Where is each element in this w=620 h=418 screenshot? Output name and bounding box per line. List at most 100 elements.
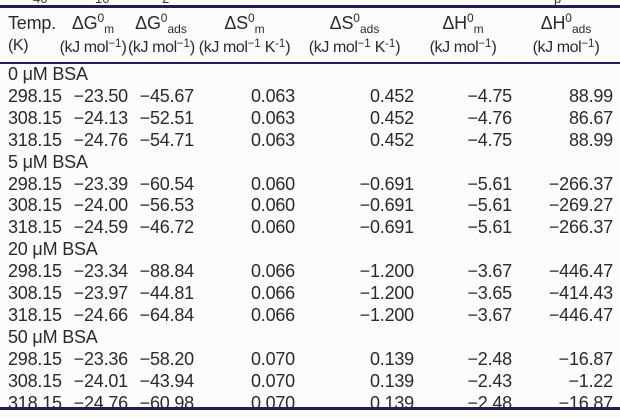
unit-part: (kJ mol bbox=[429, 39, 479, 56]
unit-part: K bbox=[260, 39, 276, 56]
cell: −0.691 bbox=[359, 195, 415, 216]
symbol-base: ΔG bbox=[135, 13, 161, 33]
column-symbol: ΔG0m bbox=[58, 11, 128, 37]
cell: 0.070 bbox=[250, 370, 295, 391]
cell: −23.36 bbox=[73, 348, 129, 369]
column-unit: (kJ mol−1 K-1) bbox=[295, 37, 414, 60]
cell: 0.139 bbox=[369, 348, 414, 369]
unit-part: −1 bbox=[478, 38, 492, 50]
cell: −266.37 bbox=[548, 217, 613, 238]
header-row: Temp. (K) ΔG0m (kJ mol−1) ΔG0ads (kJ mol−1) ΔS… bbox=[0, 8, 620, 64]
top-rule bbox=[0, 5, 620, 8]
header-cell: ΔH0ads (kJ mol−1) bbox=[512, 8, 620, 64]
table-row: 298.15 −23.34 −88.84 0.066 −1.200 −3.67 −446.4… bbox=[0, 261, 620, 283]
cell: 308.15 bbox=[8, 107, 62, 128]
cell: −446.47 bbox=[548, 261, 613, 282]
unit-part: -1 bbox=[385, 38, 396, 50]
caption-fragment: p bbox=[554, 0, 561, 5]
cell: −64.84 bbox=[139, 304, 195, 325]
cell: 318.15 bbox=[8, 392, 62, 413]
cell: −24.76 bbox=[73, 392, 129, 413]
symbol-subscript: ads bbox=[571, 22, 592, 36]
cell: −16.87 bbox=[558, 392, 614, 413]
cell: 0.452 bbox=[369, 85, 414, 106]
caption-fragment: - bbox=[2, 0, 6, 5]
cell: −24.01 bbox=[73, 370, 129, 391]
table-row: 308.15 −24.13 −52.51 0.063 0.452 −4.76 86.67 bbox=[0, 108, 620, 130]
cell: −0.691 bbox=[359, 217, 415, 238]
column-symbol: ΔS0m bbox=[194, 11, 295, 37]
section-label: 20 μM BSA bbox=[8, 239, 98, 260]
cell: −54.71 bbox=[139, 129, 195, 150]
cell: 0.060 bbox=[250, 195, 295, 216]
table-row: 318.15 −24.76 −60.98 0.070 0.139 −2.48 −16.87 bbox=[0, 393, 620, 415]
cell: 298.15 bbox=[8, 85, 62, 106]
cell: 0.452 bbox=[369, 129, 414, 150]
cell: −44.81 bbox=[139, 283, 195, 304]
section-label: 50 μM BSA bbox=[8, 326, 98, 347]
cell: −5.61 bbox=[467, 217, 512, 238]
symbol-base: ΔH bbox=[540, 13, 566, 33]
cell: 0.063 bbox=[250, 85, 295, 106]
unit-part: (kJ mol bbox=[308, 39, 358, 56]
symbol-subscript: m bbox=[473, 22, 484, 36]
cell: 308.15 bbox=[8, 370, 62, 391]
cell: −56.53 bbox=[139, 195, 195, 216]
column-title: Temp. bbox=[8, 13, 57, 33]
header-cell-temp: Temp. (K) bbox=[0, 8, 58, 64]
cell: −23.50 bbox=[73, 85, 129, 106]
cell: 318.15 bbox=[8, 304, 62, 325]
cell: −3.67 bbox=[467, 261, 512, 282]
column-unit: (K) bbox=[8, 37, 29, 54]
symbol-superscript: 0 bbox=[247, 11, 255, 25]
symbol-superscript: 0 bbox=[97, 11, 105, 25]
unit-part: −1 bbox=[108, 38, 122, 50]
cell: 298.15 bbox=[8, 261, 62, 282]
cell: −3.67 bbox=[467, 304, 512, 325]
symbol-subscript: m bbox=[254, 22, 265, 36]
unit-part: ) bbox=[189, 39, 195, 56]
cell: 0.060 bbox=[250, 173, 295, 194]
table-row: 308.15 −24.00 −56.53 0.060 −0.691 −5.61 −269.2… bbox=[0, 195, 620, 217]
cell: 298.15 bbox=[8, 348, 62, 369]
table-body: 0 μM BSA 298.15 −23.50 −45.67 0.063 0.452 −4.7… bbox=[0, 63, 620, 415]
caption-fragment: - bbox=[140, 0, 144, 5]
cell: −446.47 bbox=[548, 304, 613, 325]
cell: 308.15 bbox=[8, 283, 62, 304]
cell: −24.66 bbox=[73, 304, 129, 325]
cell: 0.070 bbox=[250, 348, 295, 369]
symbol-base: ΔH bbox=[442, 13, 467, 33]
symbol-superscript: 0 bbox=[466, 11, 474, 25]
caption-fragment: 2 bbox=[162, 0, 169, 5]
cell: 0.066 bbox=[250, 283, 295, 304]
header-cell: ΔG0ads (kJ mol−1) bbox=[128, 8, 195, 64]
cell: −60.54 bbox=[139, 173, 195, 194]
cell: −52.51 bbox=[139, 107, 195, 128]
table-row: 318.15 −24.59 −46.72 0.060 −0.691 −5.61 −266.3… bbox=[0, 217, 620, 239]
table-header: Temp. (K) ΔG0m (kJ mol−1) ΔG0ads (kJ mol−1) ΔS… bbox=[0, 8, 620, 64]
header-cell: ΔS0ads (kJ mol−1 K-1) bbox=[295, 8, 414, 64]
cell: 0.139 bbox=[369, 370, 414, 391]
thermodynamic-parameters-table: Temp. (K) ΔG0m (kJ mol−1) ΔG0ads (kJ mol−1) ΔS… bbox=[0, 8, 620, 415]
cell: −16.87 bbox=[558, 348, 614, 369]
cell: −1.200 bbox=[359, 261, 415, 282]
bottom-rule bbox=[0, 407, 620, 410]
cell: 0.452 bbox=[369, 107, 414, 128]
table-row: 308.15 −24.01 −43.94 0.070 0.139 −2.43 −1.22 bbox=[0, 371, 620, 393]
symbol-base: ΔG bbox=[71, 13, 98, 33]
column-unit: (kJ mol−1 K-1) bbox=[194, 37, 295, 60]
cell: −266.37 bbox=[548, 173, 613, 194]
cell: 86.67 bbox=[568, 107, 613, 128]
column-symbol: ΔH0ads bbox=[512, 11, 620, 37]
cell: −0.691 bbox=[359, 173, 415, 194]
table-row: 318.15 −24.76 −54.71 0.063 0.452 −4.75 88.99 bbox=[0, 130, 620, 152]
symbol-subscript: ads bbox=[359, 22, 380, 36]
cell: 318.15 bbox=[8, 217, 62, 238]
cell: −58.20 bbox=[139, 348, 195, 369]
cell: −1.200 bbox=[359, 283, 415, 304]
header-cell: ΔH0m (kJ mol−1) bbox=[414, 8, 512, 64]
unit-part: ) bbox=[594, 39, 600, 56]
cell: 0.066 bbox=[250, 304, 295, 325]
cell: −24.59 bbox=[73, 217, 129, 238]
